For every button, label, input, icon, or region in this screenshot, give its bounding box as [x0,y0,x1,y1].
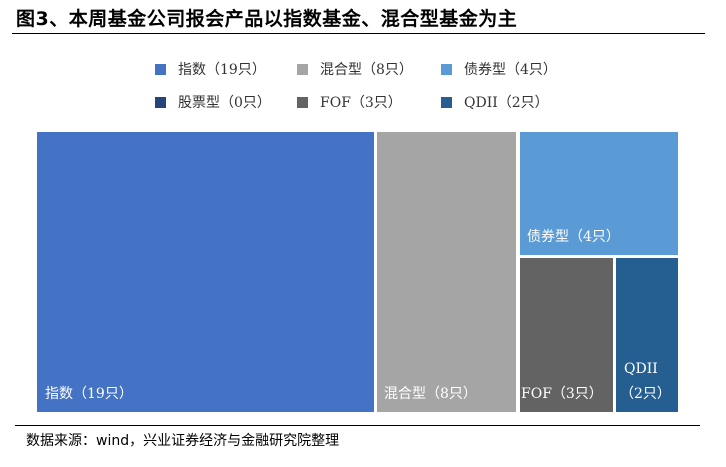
tile-label-fof: FOF（3只） [521,386,603,402]
legend-label-stock: 股票型（0只） [178,95,271,111]
legend-label-bond: 债券型（4只） [464,62,557,78]
legend-item-mixed: 混合型（8只） [297,59,413,79]
legend-swatch-fof [297,96,308,108]
source-note: 数据来源：wind，兴业证券经济与金融研究院整理 [26,433,340,449]
footer-divider [15,425,700,426]
legend-swatch-stock [155,96,166,108]
legend-swatch-qdii [441,96,452,108]
legend-label-qdii: QDII（2只） [464,95,549,111]
legend-item-fof: FOF（3只） [297,92,402,112]
tile-label-qdii-name: QDII [624,361,658,377]
legend: 指数（19只） 混合型（8只） 债券型（4只） 股票型（0只） FOF（3只） … [0,0,726,120]
tile-bond: 债券型（4只） [520,132,678,255]
legend-label-index: 指数（19只） [178,62,266,78]
legend-swatch-index [155,63,166,75]
tile-label-qdii-count: （2只） [620,386,671,402]
legend-label-mixed: 混合型（8只） [320,62,413,78]
tile-index: 指数（19只） [37,132,374,412]
tile-label-bond: 债券型（4只） [527,229,620,245]
legend-swatch-mixed [297,63,308,75]
legend-item-qdii: QDII（2只） [441,92,549,112]
tile-label-mixed: 混合型（8只） [384,386,477,402]
legend-item-bond: 债券型（4只） [441,59,557,79]
legend-item-stock: 股票型（0只） [155,92,271,112]
chart-title: 图3、本周基金公司报会产品以指数基金、混合型基金为主 [16,8,518,30]
title-divider [12,33,705,34]
tile-mixed: 混合型（8只） [377,132,516,412]
tile-label-index: 指数（19只） [45,386,133,402]
legend-swatch-bond [441,63,452,75]
tile-fof: FOF（3只） [520,258,613,412]
tile-qdii: QDII （2只） [616,258,678,412]
legend-item-index: 指数（19只） [155,59,266,79]
legend-label-fof: FOF（3只） [320,95,402,111]
